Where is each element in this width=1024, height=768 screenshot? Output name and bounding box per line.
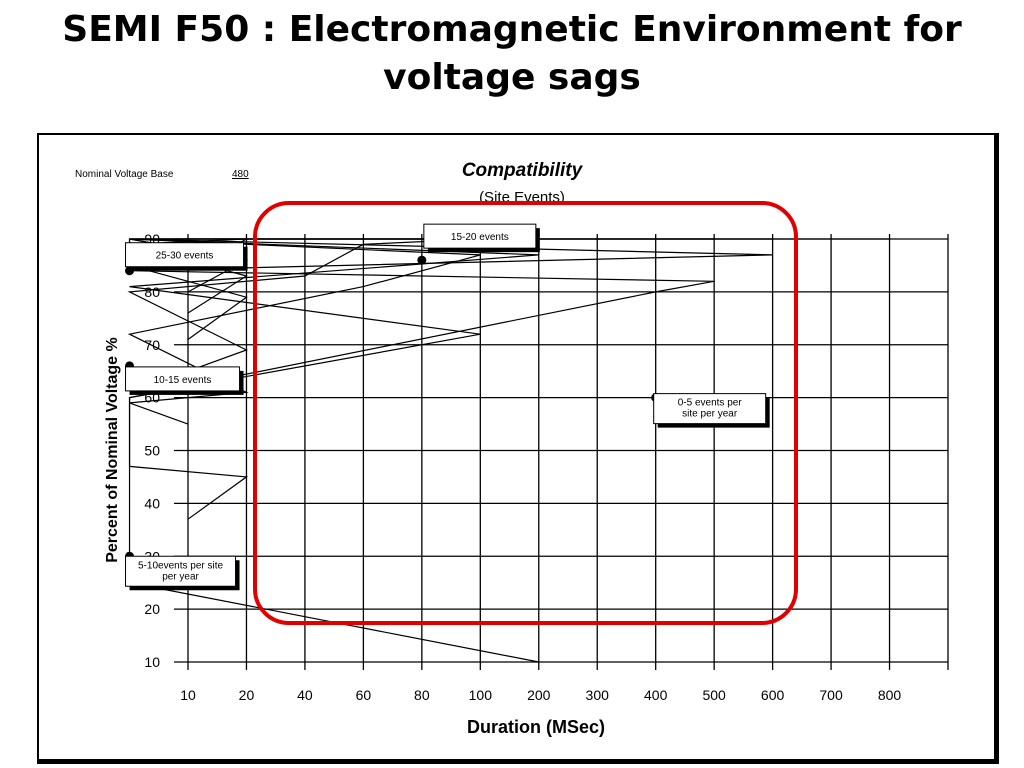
x-tick-label: 500 [702,687,726,703]
callout-box [423,223,537,249]
slide-title: SEMI F50 : Electromagnetic Environment f… [0,6,1024,102]
callout-label: site per year [682,409,738,420]
callout-box [125,555,237,587]
chart-note-label: Nominal Voltage Base [75,169,174,180]
callout-label: 0-5 events per [678,398,743,409]
x-tick-label: 60 [356,687,372,703]
x-tick-label: 40 [297,687,313,703]
y-tick-label: 10 [144,654,160,670]
x-tick-label: 20 [239,687,255,703]
callout-box [125,242,245,268]
callout-label: 10-15 events [154,375,212,386]
x-tick-label: 800 [878,687,902,703]
chart-title: Compatibility [462,160,584,181]
y-tick-label: 70 [144,337,160,353]
y-tick-label: 20 [144,601,160,617]
x-axis-label: Duration (MSec) [467,717,605,737]
highlight-box [253,201,798,625]
x-tick-label: 200 [527,687,551,703]
callout-label: per year [162,571,199,582]
y-tick-label: 80 [144,284,160,300]
x-tick-label: 700 [819,687,843,703]
slide-title-line-2: voltage sags [383,57,641,98]
callout-box [653,393,767,425]
callout-box [125,366,241,392]
slide-title-line-1: SEMI F50 : Electromagnetic Environment f… [62,9,962,50]
callout-dot [417,255,427,265]
y-tick-label: 50 [144,443,160,459]
x-tick-label: 80 [414,687,430,703]
x-tick-label: 300 [586,687,610,703]
callout-label: 25-30 events [156,251,214,262]
y-axis-label: Percent of Nominal Voltage % [104,337,121,563]
x-tick-label: 400 [644,687,668,703]
callout-label: 15-20 events [451,232,509,243]
x-tick-label: 10 [180,687,196,703]
y-tick-label: 40 [144,495,160,511]
callout-label: 5-10events per site [138,560,223,571]
x-tick-label: 100 [469,687,493,703]
x-tick-label: 600 [761,687,785,703]
chart-note-value: 480 [232,169,249,180]
